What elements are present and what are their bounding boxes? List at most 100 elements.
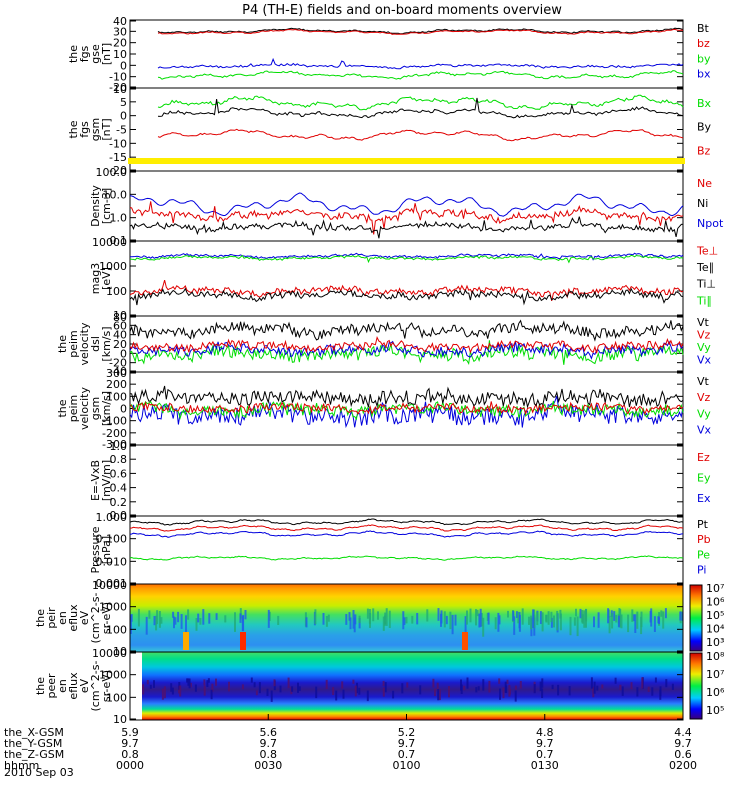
y-axis-label: Pressure [89, 526, 102, 573]
ion-flux-streak [532, 609, 535, 629]
y-tick-label: 10000 [92, 579, 127, 592]
y-tick-label: 0 [120, 110, 127, 123]
ion-flux-streak [405, 616, 408, 624]
ion-flux-streak [366, 608, 369, 619]
electron-flux-streak [142, 684, 144, 689]
y-axis-label: velocity [78, 387, 91, 430]
footer-row-value: 5.6 [260, 726, 278, 739]
electron-flux-streak [438, 689, 441, 701]
electron-flux-streak [241, 684, 244, 690]
ion-flux-streak [487, 612, 490, 625]
y-tick-label: 10 [113, 645, 127, 658]
ion-flux-streak [607, 608, 610, 624]
electron-flux-streak [250, 677, 253, 683]
panel-frame [129, 240, 684, 317]
ion-flux-streak [597, 612, 600, 628]
electron-flux-streak [432, 678, 435, 688]
legend-entry: Pe [697, 548, 710, 561]
trace-pi [129, 530, 684, 538]
trace-bz [157, 28, 684, 35]
y-axis-label: velocity [78, 322, 91, 365]
panel-frame [129, 444, 684, 517]
trace-bz-gsm [157, 128, 684, 142]
ion-flux-streak [657, 616, 660, 624]
ion-flux-streak [445, 615, 448, 625]
ion-flux-streak [521, 608, 524, 625]
footer-row-value: 9.7 [674, 737, 692, 750]
electron-flux-streak [508, 685, 511, 697]
electron-flux-streak [270, 690, 273, 702]
y-tick-label: 1.0 [110, 212, 128, 225]
y-tick-label: 10 [113, 48, 127, 61]
y-axis-label: [nT] [100, 43, 113, 65]
legend-entry: Vy [697, 407, 711, 420]
y-axis-label: eflux [67, 672, 80, 700]
electron-flux-streak [475, 687, 478, 693]
y-tick-label: 10 [113, 83, 127, 96]
electron-flux-streak [210, 689, 213, 700]
ion-flux-streak [617, 615, 620, 628]
ion-flux-streak [348, 612, 351, 621]
electron-flux-streak [514, 685, 517, 690]
y-tick-label: 20 [113, 338, 127, 351]
y-tick-label: 1.0 [110, 440, 128, 453]
electron-flux-streak [149, 684, 152, 689]
trace-by-gsm [157, 97, 684, 119]
ion-flux-streak [512, 610, 515, 621]
electron-flux-streak [179, 685, 182, 697]
electron-flux-streak [437, 689, 440, 701]
ion-flux-streak [569, 616, 572, 636]
y-tick-label: 10.0 [103, 188, 128, 201]
legend-entry: Ti⊥ [696, 278, 716, 291]
colorbar-label: 10⁶ [706, 686, 725, 699]
ion-flux-streak [650, 608, 653, 627]
ion-flux-streak [174, 617, 177, 625]
ion-flux-streak [277, 615, 280, 625]
electron-flux-streak [506, 679, 509, 684]
ion-flux-streak [411, 615, 414, 624]
ion-flux-streak [202, 609, 205, 625]
ion-flux-streak [498, 615, 501, 625]
ion-flux-streak [660, 610, 663, 617]
electron-flux-streak [592, 686, 595, 698]
legend-entry: Vt [697, 316, 710, 329]
trace-pb [129, 524, 684, 532]
electron-flux-streak [171, 687, 174, 695]
trace-vt-gsm [129, 385, 684, 409]
electron-flux-streak [358, 687, 361, 695]
y-tick-label: 1.000 [96, 511, 128, 524]
footer: 2010 Sep 03 the_X-GSM 5.9 5.6 5.2 4.8 4.4 the_… [4, 726, 697, 779]
ion-flux-streak [615, 614, 618, 623]
panel-peir_spec: 10000 1000 100 10 thepeirenefluxeV(cm^2-s-sr… [34, 579, 725, 658]
legend-entry: Ez [697, 451, 710, 464]
electron-flux-streak [514, 690, 517, 702]
electron-flux-streak [647, 686, 650, 692]
ion-flux-streak [372, 608, 375, 622]
ion-flux-streak [480, 613, 483, 627]
legend-entry: Ti∥ [696, 294, 712, 307]
ion-flux-streak [215, 613, 218, 620]
ion-flux-streak [241, 615, 244, 631]
ion-flux-streak [426, 609, 429, 622]
y-tick-label: 30 [113, 25, 127, 38]
y-tick-label: -20 [109, 357, 127, 370]
y-axis-label: eflux [67, 604, 80, 632]
legend-entry: Bt [697, 22, 710, 35]
ion-flux-streak [634, 614, 637, 633]
ion-flux-streak [224, 615, 227, 623]
ion-flux-streak [583, 610, 586, 628]
electron-flux-streak [203, 679, 206, 686]
electron-flux-streak [488, 680, 491, 693]
ion-flux-streak [476, 609, 479, 617]
panel-frame [129, 19, 684, 89]
ion-flux-streak [608, 615, 611, 634]
y-axis-label: mag3 [89, 263, 102, 294]
electron-flux-streak [206, 680, 209, 687]
ion-flux-streak [353, 617, 356, 633]
footer-row-value: 5.2 [398, 726, 416, 739]
electron-flux-streak [541, 678, 544, 688]
electron-flux-streak [215, 678, 217, 686]
electron-flux-streak [163, 686, 166, 699]
ion-flux-streak [466, 610, 468, 625]
y-axis-label: [cm-3] [100, 188, 113, 224]
